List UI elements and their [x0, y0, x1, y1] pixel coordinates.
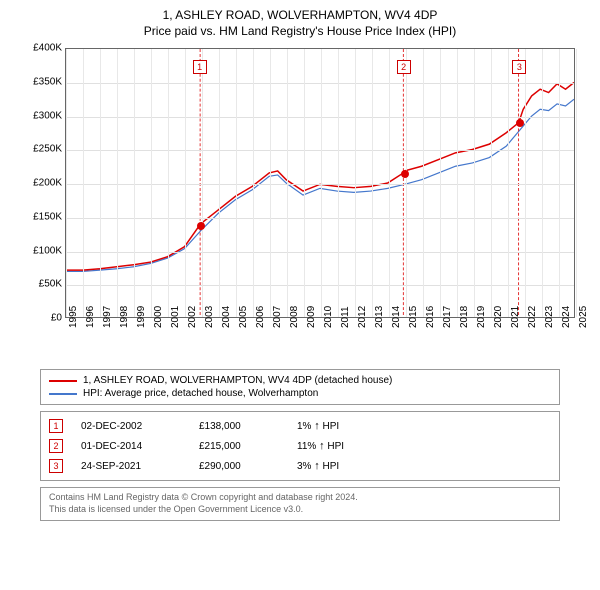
title-address: 1, ASHLEY ROAD, WOLVERHAMPTON, WV4 4DP: [12, 8, 588, 24]
x-axis-label: 2019: [477, 306, 487, 328]
x-axis-label: 2006: [256, 306, 266, 328]
y-axis-label: £200K: [20, 178, 62, 189]
y-axis-label: £50K: [20, 279, 62, 290]
x-axis-label: 2020: [494, 306, 504, 328]
x-axis-label: 2016: [426, 306, 436, 328]
sale-number-box: 2: [49, 439, 63, 453]
y-axis-label: £150K: [20, 211, 62, 222]
plot-area: [65, 48, 575, 318]
chart-svg: [66, 49, 574, 317]
sale-dot: [197, 222, 205, 230]
sale-price: £290,000: [199, 461, 279, 472]
x-axis-label: 2025: [579, 306, 589, 328]
legend-label: 1, ASHLEY ROAD, WOLVERHAMPTON, WV4 4DP (…: [83, 375, 392, 386]
x-axis-label: 2007: [273, 306, 283, 328]
x-axis-label: 2014: [392, 306, 402, 328]
series-line: [66, 83, 574, 271]
x-axis-label: 2017: [443, 306, 453, 328]
sale-date: 01-DEC-2014: [81, 441, 181, 452]
event-marker: 3: [512, 60, 526, 74]
sale-number-box: 3: [49, 459, 63, 473]
sale-date: 02-DEC-2002: [81, 421, 181, 432]
title-block: 1, ASHLEY ROAD, WOLVERHAMPTON, WV4 4DP P…: [12, 8, 588, 39]
x-axis-label: 1998: [120, 306, 130, 328]
legend: 1, ASHLEY ROAD, WOLVERHAMPTON, WV4 4DP (…: [40, 369, 560, 405]
y-axis-label: £400K: [20, 43, 62, 54]
x-axis-label: 2012: [358, 306, 368, 328]
x-axis-label: 2015: [409, 306, 419, 328]
footer-line2: This data is licensed under the Open Gov…: [49, 504, 551, 516]
sale-pct: 11% ↑ HPI: [297, 440, 344, 452]
x-axis-label: 2018: [460, 306, 470, 328]
x-axis-label: 2013: [375, 306, 385, 328]
x-axis-label: 1997: [103, 306, 113, 328]
y-axis-label: £100K: [20, 245, 62, 256]
legend-item: 1, ASHLEY ROAD, WOLVERHAMPTON, WV4 4DP (…: [49, 374, 551, 387]
y-axis-label: £0: [20, 313, 62, 324]
x-axis-label: 1999: [137, 306, 147, 328]
sale-pct: 3% ↑ HPI: [297, 460, 339, 472]
x-axis-label: 2011: [341, 307, 351, 329]
legend-swatch: [49, 393, 77, 395]
y-axis-label: £250K: [20, 144, 62, 155]
sale-price: £215,000: [199, 441, 279, 452]
sale-date: 24-SEP-2021: [81, 461, 181, 472]
sale-row: 2 01-DEC-2014 £215,000 11% ↑ HPI: [49, 436, 551, 456]
legend-item: HPI: Average price, detached house, Wolv…: [49, 387, 551, 400]
x-axis-label: 2008: [290, 306, 300, 328]
x-axis-label: 2002: [188, 306, 198, 328]
x-axis-label: 2001: [171, 306, 181, 328]
x-axis-label: 2000: [154, 306, 164, 328]
x-axis-label: 2003: [205, 306, 215, 328]
event-marker: 1: [193, 60, 207, 74]
x-axis-label: 2024: [562, 306, 572, 328]
x-axis-label: 2021: [511, 306, 521, 328]
x-axis-label: 2005: [239, 306, 249, 328]
x-axis-label: 2004: [222, 306, 232, 328]
sale-row: 1 02-DEC-2002 £138,000 1% ↑ HPI: [49, 416, 551, 436]
sale-number-box: 1: [49, 419, 63, 433]
series-line: [66, 99, 574, 271]
footer-line1: Contains HM Land Registry data © Crown c…: [49, 492, 551, 504]
event-marker: 2: [397, 60, 411, 74]
sales-table: 1 02-DEC-2002 £138,000 1% ↑ HPI 2 01-DEC-2014…: [40, 411, 560, 481]
sale-dot: [516, 119, 524, 127]
y-axis-label: £350K: [20, 76, 62, 87]
x-axis-label: 2022: [528, 306, 538, 328]
sale-price: £138,000: [199, 421, 279, 432]
legend-label: HPI: Average price, detached house, Wolv…: [83, 388, 318, 399]
x-axis-label: 2010: [324, 306, 334, 328]
chart-container: 1, ASHLEY ROAD, WOLVERHAMPTON, WV4 4DP P…: [0, 0, 600, 590]
title-subtitle: Price paid vs. HM Land Registry's House …: [12, 24, 588, 40]
plot-wrap: £0 £50K £100K £150K £200K £250K £300K £350K £400…: [20, 43, 580, 363]
x-axis-label: 1996: [86, 306, 96, 328]
sale-pct: 1% ↑ HPI: [297, 420, 339, 432]
x-axis-label: 2023: [545, 306, 555, 328]
x-axis-label: 2009: [307, 306, 317, 328]
x-axis-label: 1995: [69, 306, 79, 328]
sale-row: 3 24-SEP-2021 £290,000 3% ↑ HPI: [49, 456, 551, 476]
legend-swatch: [49, 380, 77, 382]
sale-dot: [401, 170, 409, 178]
footer: Contains HM Land Registry data © Crown c…: [40, 487, 560, 520]
y-axis-label: £300K: [20, 110, 62, 121]
